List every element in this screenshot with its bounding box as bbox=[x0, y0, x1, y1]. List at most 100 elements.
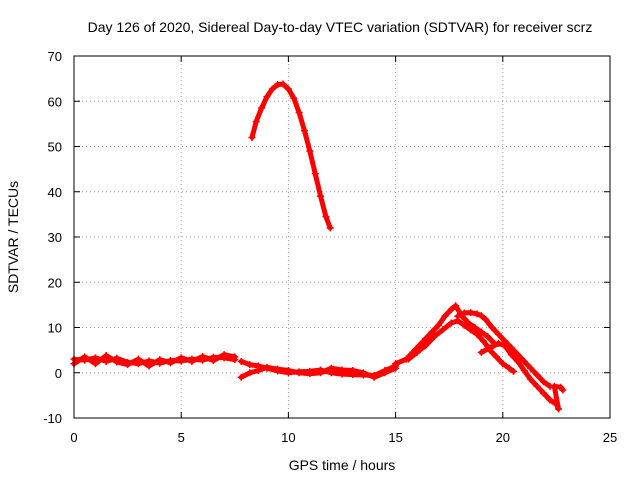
data-point bbox=[338, 366, 346, 374]
data-point bbox=[473, 310, 481, 318]
data-point bbox=[550, 382, 558, 390]
data-point bbox=[454, 312, 462, 320]
data-point bbox=[306, 147, 314, 155]
data-point bbox=[499, 360, 507, 368]
data-point bbox=[91, 360, 99, 368]
data-point bbox=[102, 352, 110, 360]
data-point bbox=[248, 133, 256, 141]
data-point bbox=[514, 351, 522, 359]
data-point bbox=[279, 80, 287, 88]
data-point bbox=[434, 321, 442, 329]
y-tick-label: 20 bbox=[48, 275, 62, 290]
y-tick-label: 50 bbox=[48, 140, 62, 155]
data-point bbox=[284, 366, 292, 374]
data-point bbox=[246, 361, 254, 369]
series-band bbox=[238, 364, 399, 380]
x-tick-label: 15 bbox=[388, 430, 402, 445]
data-point bbox=[428, 328, 436, 336]
data-point bbox=[199, 352, 207, 360]
data-point bbox=[246, 369, 254, 377]
x-tick-label: 20 bbox=[496, 430, 510, 445]
data-point bbox=[113, 358, 121, 366]
chart-title: Day 126 of 2020, Sidereal Day-to-day VTE… bbox=[88, 19, 593, 35]
x-tick-label: 0 bbox=[70, 430, 77, 445]
x-tick-label: 25 bbox=[603, 430, 617, 445]
data-point bbox=[447, 319, 455, 327]
data-point bbox=[404, 355, 412, 363]
data-point bbox=[495, 330, 503, 338]
series-band bbox=[249, 81, 333, 231]
data-point bbox=[300, 127, 308, 135]
data-point bbox=[102, 357, 110, 365]
data-point bbox=[546, 396, 554, 404]
y-tick-label: 0 bbox=[55, 366, 62, 381]
data-point bbox=[439, 326, 447, 334]
data-point bbox=[124, 361, 132, 369]
data-point bbox=[441, 312, 449, 320]
data-point bbox=[482, 315, 490, 323]
series-arc-3 bbox=[248, 80, 334, 232]
data-point bbox=[477, 328, 485, 336]
data-point bbox=[359, 369, 367, 377]
data-point bbox=[484, 333, 492, 341]
data-point bbox=[559, 386, 567, 394]
gridlines bbox=[74, 56, 610, 418]
data-point bbox=[460, 321, 468, 329]
y-tick-label: 10 bbox=[48, 321, 62, 336]
data-point bbox=[520, 366, 528, 374]
data-point bbox=[452, 302, 460, 310]
y-tick-label: 70 bbox=[48, 49, 62, 64]
data-point bbox=[381, 369, 389, 377]
data-point bbox=[495, 339, 503, 347]
data-point bbox=[91, 354, 99, 362]
data-point bbox=[540, 378, 548, 386]
data-point bbox=[510, 367, 518, 375]
data-point bbox=[317, 369, 325, 377]
data-point bbox=[188, 357, 196, 365]
data-point bbox=[533, 382, 541, 390]
data-point bbox=[311, 170, 319, 178]
data-point bbox=[477, 348, 485, 356]
x-tick-label: 10 bbox=[281, 430, 295, 445]
data-point bbox=[392, 360, 400, 368]
series-arc-9 bbox=[477, 339, 567, 413]
data-point bbox=[326, 224, 334, 232]
data-point bbox=[295, 369, 303, 377]
data-point bbox=[81, 353, 89, 361]
axis-ticks: 0 5 10 15 20 25 -10 0 10 20 30 40 50 60 70 bbox=[43, 49, 617, 445]
data-point bbox=[540, 389, 548, 397]
data-point bbox=[422, 335, 430, 343]
data-point bbox=[552, 400, 560, 408]
series-band bbox=[71, 352, 238, 369]
data-point bbox=[209, 357, 217, 365]
data-point bbox=[501, 342, 509, 350]
y-tick-label: 40 bbox=[48, 185, 62, 200]
y-tick-label: -10 bbox=[43, 411, 62, 426]
data-point bbox=[477, 312, 485, 320]
data-point bbox=[527, 376, 535, 384]
series-band bbox=[406, 318, 516, 374]
data-point bbox=[134, 355, 142, 363]
data-point bbox=[252, 118, 260, 126]
data-point bbox=[422, 342, 430, 350]
data-point bbox=[274, 365, 282, 373]
data-point bbox=[486, 344, 494, 352]
data-point bbox=[306, 370, 314, 378]
data-point bbox=[492, 353, 500, 361]
data-point bbox=[231, 353, 239, 361]
data-point bbox=[327, 364, 335, 372]
data-point bbox=[447, 305, 455, 313]
data-point bbox=[473, 330, 481, 338]
data-point bbox=[258, 104, 266, 112]
data-point bbox=[505, 364, 513, 372]
data-series bbox=[70, 80, 567, 413]
data-point bbox=[290, 94, 298, 102]
data-point bbox=[237, 357, 245, 365]
data-point bbox=[220, 351, 228, 359]
data-point bbox=[413, 348, 421, 356]
data-point bbox=[467, 309, 475, 317]
data-point bbox=[488, 324, 496, 331]
data-point bbox=[349, 366, 357, 374]
data-point bbox=[145, 362, 153, 370]
